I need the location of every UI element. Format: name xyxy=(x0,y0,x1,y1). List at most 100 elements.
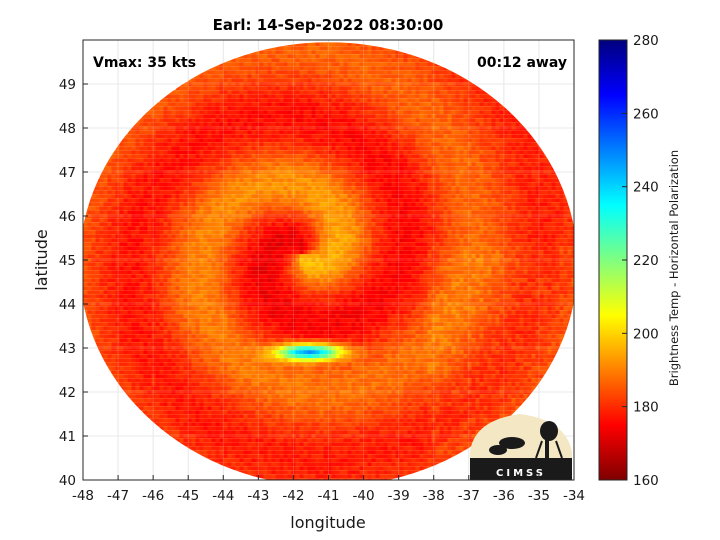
swath-pixel xyxy=(491,194,496,199)
swath-pixel xyxy=(183,206,188,211)
swath-pixel xyxy=(491,158,496,163)
swath-pixel xyxy=(355,74,360,79)
swath-pixel xyxy=(307,226,312,231)
swath-pixel xyxy=(115,238,120,243)
swath-pixel xyxy=(439,186,444,191)
swath-pixel xyxy=(487,102,492,107)
swath-pixel xyxy=(275,202,280,207)
swath-pixel xyxy=(151,178,156,183)
swath-pixel xyxy=(411,202,416,207)
swath-pixel xyxy=(271,142,276,147)
swath-pixel xyxy=(447,142,452,147)
swath-pixel xyxy=(119,230,124,235)
swath-pixel xyxy=(383,146,388,151)
swath-pixel xyxy=(495,122,500,127)
swath-pixel xyxy=(363,82,368,87)
swath-pixel xyxy=(235,182,240,187)
swath-pixel xyxy=(499,146,504,151)
swath-pixel xyxy=(475,206,480,211)
swath-pixel xyxy=(251,198,256,203)
swath-pixel xyxy=(511,194,516,199)
swath-pixel xyxy=(319,114,324,119)
swath-pixel xyxy=(315,234,320,239)
swath-pixel xyxy=(279,78,284,83)
swath-pixel xyxy=(391,162,396,167)
swath-pixel xyxy=(415,66,420,71)
swath-pixel xyxy=(407,158,412,163)
swath-pixel xyxy=(215,126,220,131)
swath-pixel xyxy=(123,170,128,175)
swath-pixel xyxy=(515,126,520,131)
swath-pixel xyxy=(419,158,424,163)
swath-pixel xyxy=(507,122,512,127)
swath-pixel xyxy=(303,226,308,231)
swath-pixel xyxy=(327,54,332,59)
swath-pixel xyxy=(551,174,556,179)
swath-pixel xyxy=(315,126,320,131)
swath-pixel xyxy=(371,190,376,195)
swath-pixel xyxy=(391,170,396,175)
swath-pixel xyxy=(295,234,300,239)
swath-pixel xyxy=(511,206,516,211)
swath-pixel xyxy=(291,222,296,227)
swath-pixel xyxy=(527,186,532,191)
swath-pixel xyxy=(535,150,540,155)
swath-pixel xyxy=(487,226,492,231)
swath-pixel xyxy=(111,162,116,167)
swath-pixel xyxy=(487,194,492,199)
swath-pixel xyxy=(403,158,408,163)
swath-pixel xyxy=(263,242,268,247)
swath-pixel xyxy=(147,138,152,143)
swath-pixel xyxy=(267,110,272,115)
swath-pixel xyxy=(411,194,416,199)
swath-pixel xyxy=(395,118,400,123)
swath-pixel xyxy=(287,74,292,79)
swath-pixel xyxy=(195,198,200,203)
swath-pixel xyxy=(371,218,376,223)
swath-pixel xyxy=(507,190,512,195)
swath-pixel xyxy=(443,230,448,235)
swath-pixel xyxy=(319,74,324,79)
swath-pixel xyxy=(311,62,316,67)
swath-pixel xyxy=(135,210,140,215)
swath-pixel xyxy=(215,122,220,127)
swath-pixel xyxy=(527,218,532,223)
swath-pixel xyxy=(259,158,264,163)
swath-pixel xyxy=(235,170,240,175)
swath-pixel xyxy=(191,110,196,115)
swath-pixel xyxy=(331,54,336,59)
swath-pixel xyxy=(531,194,536,199)
swath-pixel xyxy=(207,206,212,211)
swath-pixel xyxy=(355,46,360,51)
swath-pixel xyxy=(375,222,380,227)
swath-pixel xyxy=(263,110,268,115)
swath-pixel xyxy=(115,222,120,227)
swath-pixel xyxy=(387,202,392,207)
swath-pixel xyxy=(439,218,444,223)
swath-pixel xyxy=(495,206,500,211)
swath-pixel xyxy=(187,190,192,195)
swath-pixel xyxy=(327,66,332,71)
swath-pixel xyxy=(471,166,476,171)
swath-pixel xyxy=(343,226,348,231)
swath-pixel xyxy=(391,86,396,91)
swath-pixel xyxy=(435,66,440,71)
swath-pixel xyxy=(307,142,312,147)
swath-pixel xyxy=(459,182,464,187)
swath-pixel xyxy=(175,158,180,163)
swath-pixel xyxy=(427,222,432,227)
swath-pixel xyxy=(407,226,412,231)
swath-pixel xyxy=(175,154,180,159)
swath-pixel xyxy=(147,110,152,115)
swath-pixel xyxy=(355,94,360,99)
swath-pixel xyxy=(299,202,304,207)
swath-pixel xyxy=(463,162,468,167)
swath-pixel xyxy=(195,166,200,171)
swath-pixel xyxy=(383,238,388,243)
swath-pixel xyxy=(407,182,412,187)
swath-pixel xyxy=(311,102,316,107)
swath-pixel xyxy=(491,118,496,123)
swath-pixel xyxy=(535,178,540,183)
swath-pixel xyxy=(123,138,128,143)
swath-pixel xyxy=(471,94,476,99)
